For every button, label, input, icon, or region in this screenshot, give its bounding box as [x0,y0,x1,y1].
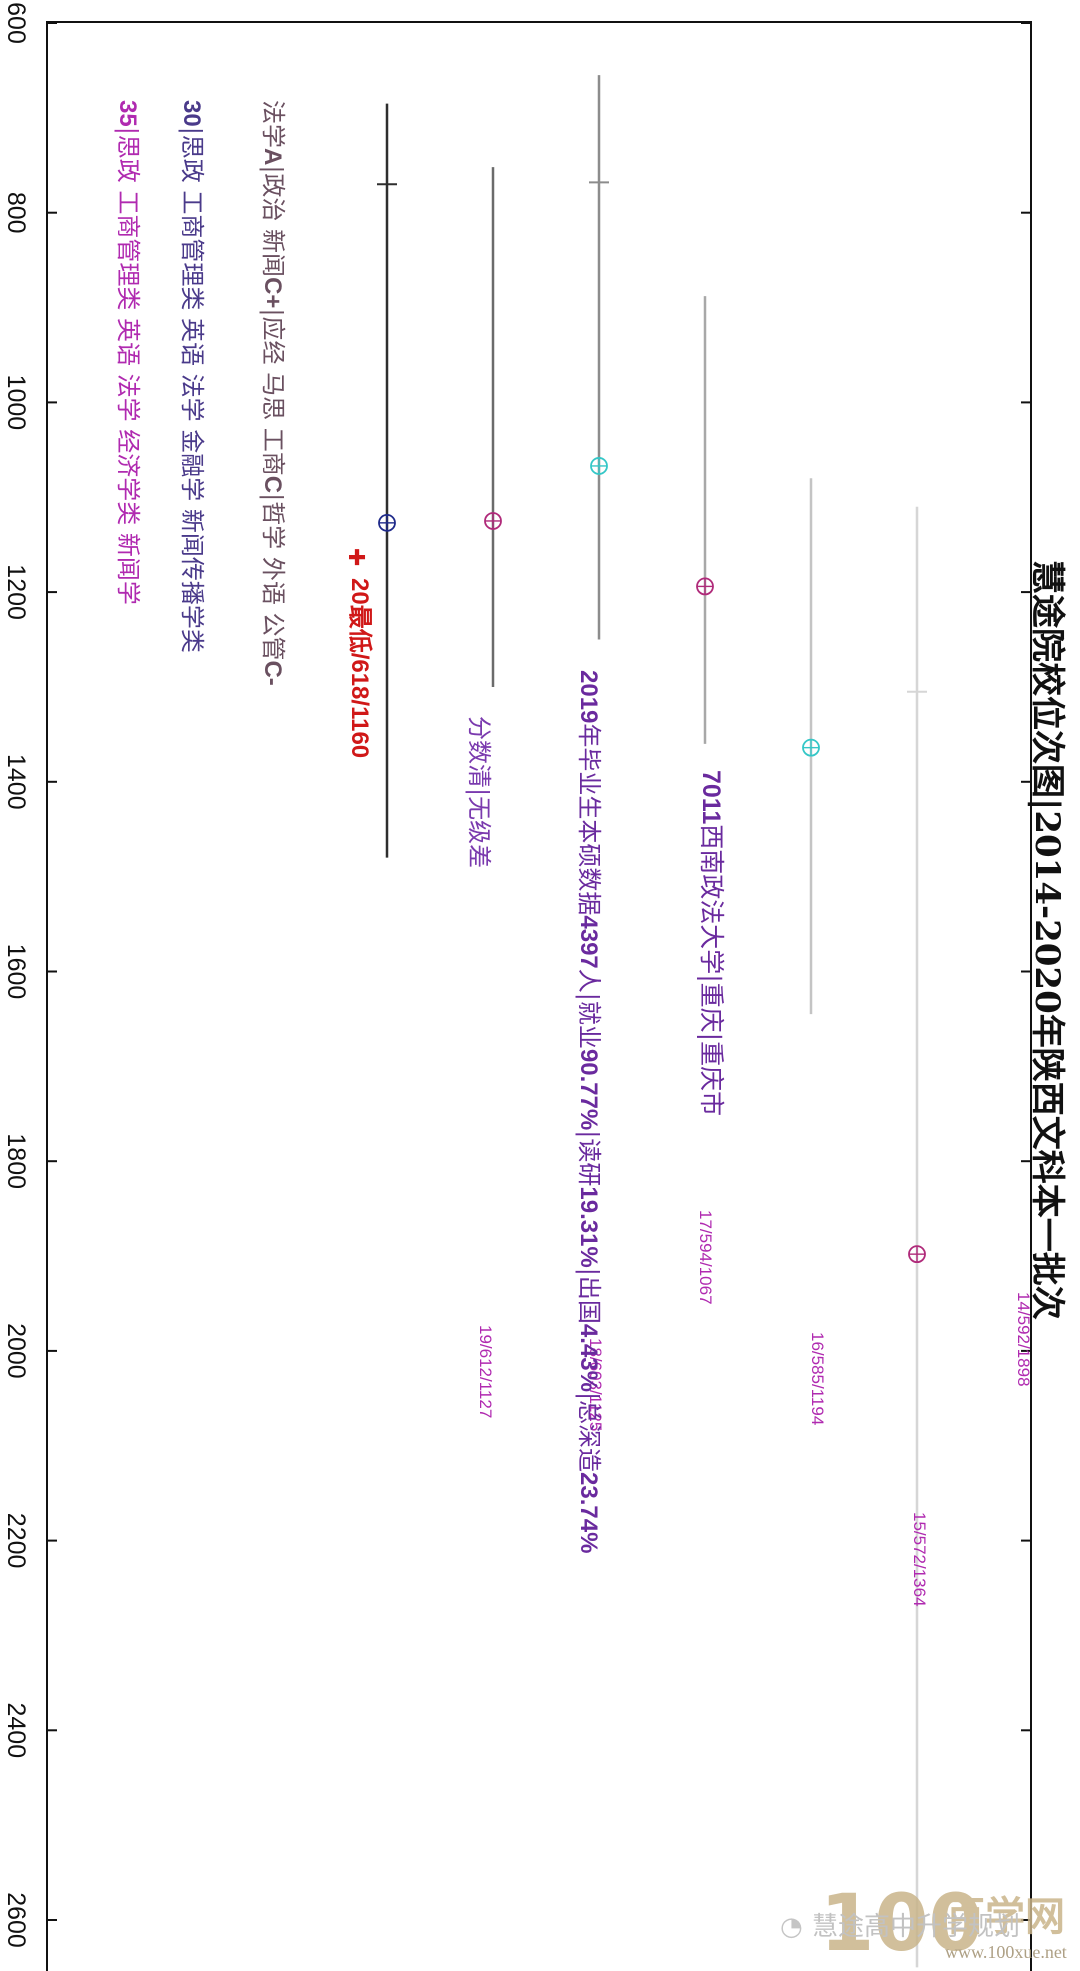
tick-label: 1800 [2,1133,30,1189]
series-label: 17/594/1067 [696,1210,715,1305]
watermark-account: 慧途高中升学规划 [812,1912,1020,1942]
series-label: 19/612/1127 [476,1325,495,1418]
axis-ticks: 600 800 1000 1200 1400 1600 1800 2000 2200 2400 26… [2,2,1031,1948]
watermark-site: www.100xue.net [945,1942,1067,1962]
series-label: 14/592/1898 [1014,1292,1033,1387]
tick-label: 600 [2,2,30,44]
tick-label: 1400 [2,754,30,810]
majors-30: 30|思政 工商管理类 英语 法学 金融学 新闻传播学类 [177,100,206,653]
watermark-logo-number: 100 [820,1879,983,1969]
tick-label: 2200 [2,1513,30,1569]
wechat-icon: ◔ [780,1912,803,1942]
series-label: 16/585/1194 [808,1332,827,1425]
tick-label: 1200 [2,564,30,620]
tick-label: 2000 [2,1323,30,1379]
tick-label: 1000 [2,375,30,431]
tick-label: 2400 [2,1702,30,1758]
subject-ratings: 法学A|政治 新闻C+|应经 马思 工商C|哲学 外语 公管C- [258,100,287,686]
note-label: 分数清|无级差 [464,716,493,868]
red-cross-icon: ✚ [343,548,368,566]
tick-label: 800 [2,192,30,234]
tick-label: 2600 [2,1892,30,1948]
graduate-stats: 2019年毕业生本硕数据4397人|就业90.77%|读研19.31%|出国4.… [574,670,603,1553]
series-label: 18/603/1125 [586,1338,605,1431]
watermark: 100 百学网 www.100xue.net ◔ 慧途高中升学规划 [780,1879,1067,1969]
series-label: 15/572/1364 [910,1512,929,1607]
series-marks: 14/592/1898 15/572/1364 16/585/1194 17/594/… [377,75,1033,1968]
school-label: 7011西南政法大学|重庆|重庆市 [696,770,726,1116]
score-2020-label: ✚ 20最低/618/1160 [343,548,373,758]
majors-35: 35|思政 工商管理类 英语 法学 经济学类 新闻学 [113,100,142,605]
tick-label: 1600 [2,944,30,1000]
watermark-logo-text: 百学网 [945,1894,1065,1940]
chart-title: 慧途院校位次图|2014-2020年陕西文科本一批次 [1027,560,1067,1320]
plot-frame [46,21,1032,1971]
annotations: 慧途院校位次图|2014-2020年陕西文科本一批次 7011西南政法大学|重庆… [113,100,1067,1553]
score-2020-text: 20最低/618/1160 [346,578,373,758]
